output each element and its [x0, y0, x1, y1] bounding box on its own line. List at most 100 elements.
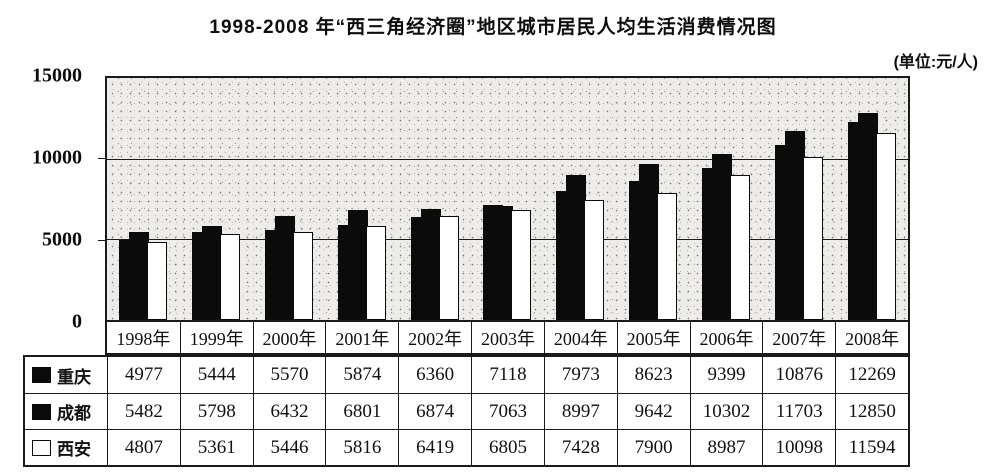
bar-xian-2005年: [657, 193, 678, 320]
year-label-2006年: 2006年: [689, 322, 763, 353]
unit-label: (单位:元/人): [893, 54, 978, 71]
bar-group-2002年: [398, 78, 471, 320]
bar-chengdu-2000年: [275, 216, 296, 320]
bar-groups: [107, 78, 908, 320]
year-label-2007年: 2007年: [762, 322, 835, 353]
value-cell-xian-2003年: 6805: [471, 429, 544, 465]
value-cell-chongqing-2005年: 8623: [616, 357, 690, 393]
y-axis-tick-label-15000: 15000: [32, 64, 82, 87]
bar-group-2008年: [835, 78, 908, 320]
value-cell-xian-2007年: 10098: [762, 429, 836, 465]
bar-xian-1998年: [147, 242, 168, 320]
y-axis-tick-label-10000: 10000: [32, 146, 82, 169]
bar-group-2001年: [325, 78, 398, 320]
value-cell-chengdu-2003年: 7063: [471, 393, 544, 429]
value-cell-xian-2000年: 5446: [252, 429, 326, 465]
value-cell-chengdu-2006年: 10302: [689, 393, 763, 429]
y-axis-tick-label-5000: 5000: [42, 228, 82, 251]
legend-swatch-chengdu: [32, 403, 51, 420]
bar-xian-2003年: [511, 210, 532, 320]
year-label-1998年: 1998年: [116, 328, 171, 349]
bar-xian-2008年: [875, 133, 896, 320]
y-axis-tick-mark-10000: [98, 158, 105, 159]
value-cell-xian-2001年: 5816: [325, 429, 399, 465]
bar-chengdu-2007年: [784, 131, 805, 320]
year-label-2002年: 2002年: [398, 322, 471, 353]
value-cell-chongqing-2004年: 7973: [543, 357, 617, 393]
legend-name-chengdu: 成都: [57, 404, 91, 423]
bar-xian-2002年: [438, 216, 459, 320]
y-axis: 0 5000 10000 15000: [0, 0, 105, 476]
value-cell-chengdu-2005年: 9642: [616, 393, 690, 429]
bar-chengdu-2004年: [566, 175, 587, 320]
value-cell-chengdu-2002年: 6874: [398, 393, 472, 429]
bar-xian-2007年: [802, 157, 823, 320]
bar-xian-1999年: [220, 234, 241, 320]
bar-group-2006年: [690, 78, 763, 320]
value-cell-chongqing-2006年: 9399: [689, 357, 763, 393]
legend-cell-chengdu: 成都: [25, 393, 107, 429]
bar-xian-2004年: [584, 200, 605, 320]
bar-chengdu-2008年: [857, 113, 878, 320]
year-label-1999年: 1999年: [179, 322, 253, 353]
value-cell-chongqing-2007年: 10876: [762, 357, 835, 393]
year-label-2005年: 2005年: [616, 322, 690, 353]
value-cell-chengdu-1998年: 5482: [107, 393, 180, 429]
legend-name-xian: 西安: [57, 440, 91, 459]
value-cell-xian-2006年: 8987: [689, 429, 763, 465]
plot-area: [105, 76, 910, 322]
year-label-2003年: 2003年: [471, 322, 544, 353]
x-axis-year-row: 1998年 1999年 2000年 2001年 2002年 2003年 2004年 2005年…: [105, 322, 910, 355]
year-label-2004年: 2004年: [543, 322, 617, 353]
bar-group-1998年: [107, 78, 180, 320]
value-cell-xian-2004年: 7428: [543, 429, 617, 465]
bar-chengdu-1999年: [202, 226, 223, 320]
y-axis-tick-label-0: 0: [72, 310, 82, 333]
bar-group-1999年: [180, 78, 253, 320]
chart-area: 1998年 1999年 2000年 2001年 2002年 2003年 2004年 2005年…: [105, 76, 910, 355]
value-cell-xian-2002年: 6419: [398, 429, 472, 465]
legend-cell-chongqing: 重庆: [25, 357, 107, 393]
bar-group-2004年: [544, 78, 617, 320]
value-cell-xian-2008年: 11594: [835, 429, 908, 465]
legend-name-chongqing: 重庆: [57, 367, 91, 387]
value-cell-xian-1999年: 5361: [179, 429, 253, 465]
bar-group-2005年: [617, 78, 690, 320]
chart-title: 1998-2008 年“西三角经济圈”地区城市居民人均生活消费情况图: [209, 17, 777, 38]
y-axis-tick-mark-5000: [98, 240, 105, 241]
value-cell-chengdu-2008年: 12850: [835, 393, 908, 429]
bar-xian-2000年: [293, 232, 314, 320]
value-cell-chongqing-2003年: 7118: [471, 357, 544, 393]
value-cell-chongqing-2000年: 5570: [252, 357, 326, 393]
data-table: 重庆 4977 5444 5570 5874 6360 7118 7973 8623 9399 10…: [23, 355, 910, 467]
year-label-2000年: 2000年: [252, 322, 326, 353]
value-cell-chengdu-2001年: 6801: [325, 393, 399, 429]
value-cell-chengdu-2007年: 11703: [762, 393, 836, 429]
value-cell-chengdu-2004年: 8997: [543, 393, 617, 429]
legend-cell-xian: 西安: [25, 429, 107, 465]
value-cell-chongqing-2002年: 6360: [398, 357, 471, 393]
value-cell-xian-2005年: 7900: [616, 429, 690, 465]
value-cell-chongqing-1998年: 4977: [107, 357, 180, 393]
bar-group-2007年: [762, 78, 835, 320]
value-cell-chongqing-2008年: 12269: [835, 357, 908, 393]
value-cell-chongqing-2001年: 5874: [325, 357, 398, 393]
bar-group-2000年: [253, 78, 326, 320]
bar-group-2003年: [471, 78, 544, 320]
legend-swatch-chongqing: [32, 367, 51, 383]
bar-chengdu-2002年: [420, 209, 441, 320]
legend-swatch-xian: [32, 439, 51, 456]
year-label-2001年: 2001年: [325, 322, 398, 353]
value-cell-chengdu-1999年: 5798: [179, 393, 253, 429]
value-cell-chengdu-2000年: 6432: [252, 393, 326, 429]
gridline-10000: [107, 158, 908, 160]
value-cell-xian-1998年: 4807: [107, 429, 180, 465]
bar-chengdu-2006年: [711, 154, 732, 320]
bar-xian-2001年: [365, 226, 386, 320]
year-label-2008年: 2008年: [835, 322, 908, 353]
value-cell-chongqing-1999年: 5444: [179, 357, 253, 393]
bar-chengdu-1998年: [129, 232, 150, 320]
bar-chengdu-2003年: [493, 206, 514, 320]
bar-xian-2006年: [729, 175, 750, 320]
